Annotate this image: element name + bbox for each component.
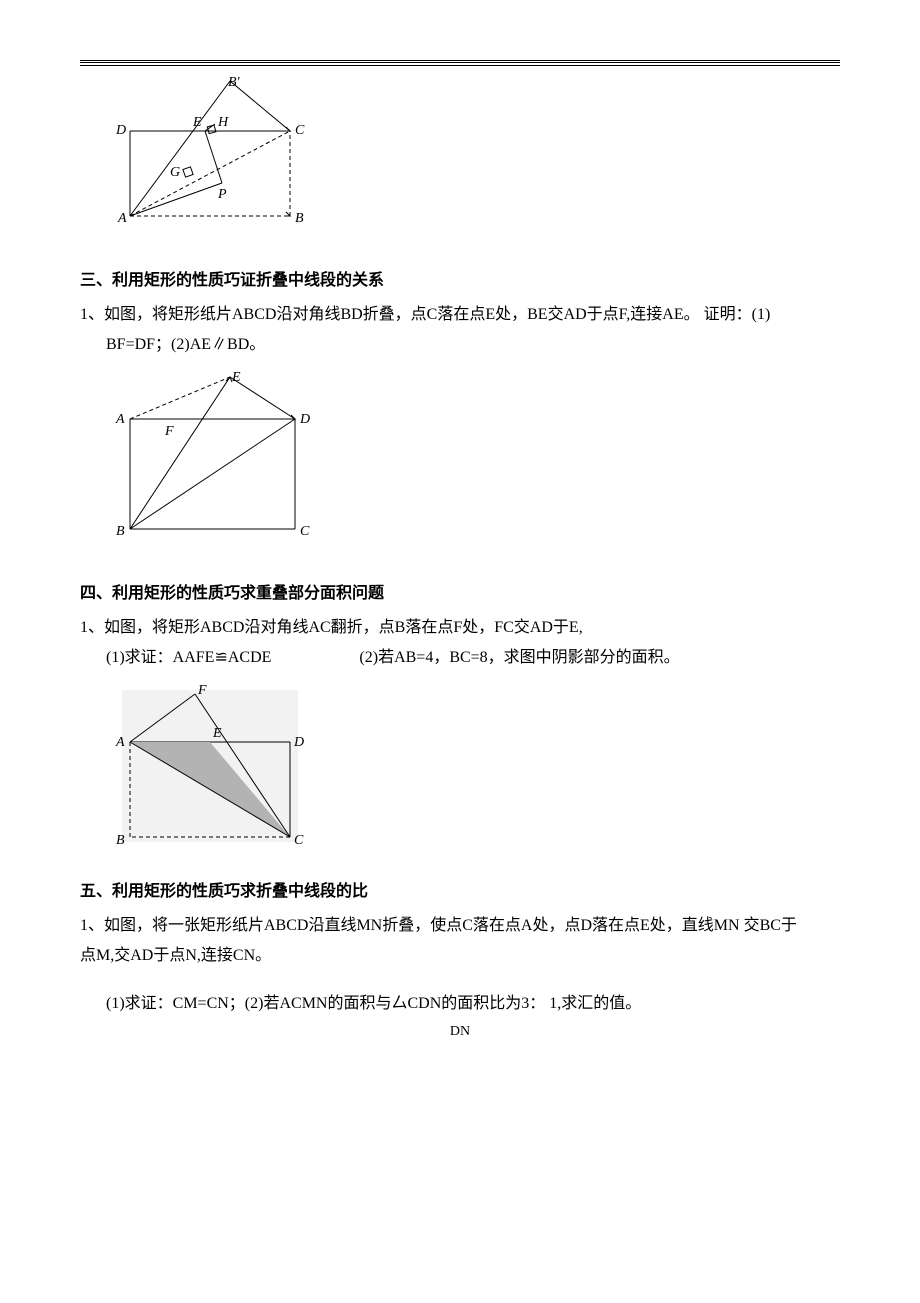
figure-3-svg: A D C B E F [110, 682, 310, 852]
fig3-label-E: E [212, 726, 222, 741]
s4-p1-line2a: (1)求证：AAFE≌ACDE [106, 649, 271, 666]
page-top-rule [80, 60, 840, 66]
fig3-label-A: A [115, 735, 125, 750]
fig3-label-B: B [116, 833, 125, 848]
fig2-label-F: F [164, 424, 174, 439]
section-5-heading: 五、利用矩形的性质巧求折叠中线段的比 [80, 877, 840, 901]
footer-dn: DN [80, 1024, 840, 1040]
fig3-label-D: D [293, 735, 304, 750]
fig1-label-G: G [170, 165, 180, 180]
fig1-label-A: A [117, 211, 127, 226]
fig1-label-H: H [217, 115, 229, 130]
figure-1-svg: A B C D B' E H G P [110, 76, 310, 231]
fig1-label-Bp: B' [228, 76, 241, 90]
fig1-label-D: D [115, 123, 126, 138]
s4-p1-line2-wrap: (1)求证：AAFE≌ACDE (2)若AB=4，BC=8，求图中阴影部分的面积… [106, 643, 840, 673]
fig3-label-F: F [197, 683, 207, 698]
section-3-heading: 三、利用矩形的性质巧证折叠中线段的关系 [80, 266, 840, 290]
figure-3: A D C B E F [110, 682, 840, 857]
section-4-heading: 四、利用矩形的性质巧求重叠部分面积问题 [80, 579, 840, 603]
fig2-label-B: B [116, 524, 125, 539]
section-5-problem-1: 1、如图，将一张矩形纸片ABCD沿直线MN折叠，使点C落在点A处，点D落在点E处… [80, 911, 840, 1020]
fig3-label-C: C [294, 833, 304, 848]
fig1-label-B: B [295, 211, 304, 226]
section-3-problem-1: 1、如图，将矩形纸片ABCD沿对角线BD折叠，点C落在点E处，BE交AD于点F,… [80, 300, 840, 361]
fig2-label-C: C [300, 524, 310, 539]
fig2-label-A: A [115, 412, 125, 427]
s3-p1-line1: 1、如图，将矩形纸片ABCD沿对角线BD折叠，点C落在点E处，BE交AD于点F,… [80, 306, 770, 323]
figure-2-svg: A D C B E F [110, 369, 320, 544]
s4-p1-line2b: (2)若AB=4，BC=8，求图中阴影部分的面积。 [359, 649, 679, 666]
fig1-label-E: E [192, 115, 202, 130]
s3-p1-line2: BF=DF；(2)AE∥BD。 [106, 330, 840, 360]
s4-p1-line1: 1、如图，将矩形ABCD沿对角线AC翻折，点B落在点F处，FC交AD于E, [80, 619, 583, 636]
fig2-label-E: E [231, 370, 241, 385]
page-container: A B C D B' E H G P 三、利用矩形的性质巧证折叠中线段的关系 1… [0, 0, 920, 1080]
figure-1: A B C D B' E H G P [110, 76, 840, 236]
s5-p1-line3: (1)求证：CM=CN；(2)若ACMN的面积与厶CDN的面积比为3： 1,求汇… [106, 989, 840, 1019]
fig2-label-D: D [299, 412, 310, 427]
fig1-label-C: C [295, 123, 305, 138]
fig1-label-P: P [217, 187, 227, 202]
figure-2: A D C B E F [110, 369, 840, 549]
s5-p1-line1: 1、如图，将一张矩形纸片ABCD沿直线MN折叠，使点C落在点A处，点D落在点E处… [80, 917, 797, 934]
section-4-problem-1: 1、如图，将矩形ABCD沿对角线AC翻折，点B落在点F处，FC交AD于E, (1… [80, 613, 840, 674]
s5-p1-line2: 点M,交AD于点N,连接CN。 [80, 947, 271, 964]
